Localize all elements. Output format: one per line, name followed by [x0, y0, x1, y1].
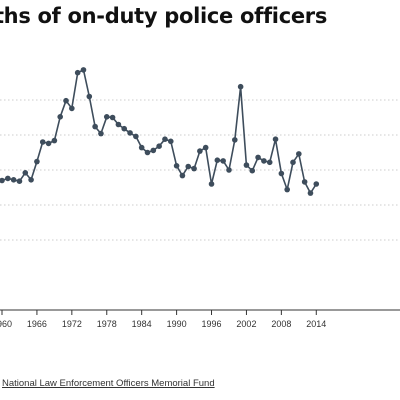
data-point [74, 69, 81, 76]
x-tick-label: 1990 [167, 319, 187, 329]
data-point [10, 177, 17, 183]
x-tick-label: 1978 [97, 319, 117, 329]
data-point [80, 67, 87, 73]
data-point [69, 105, 75, 112]
data-point [22, 170, 29, 176]
data-point [0, 177, 5, 184]
data-point [290, 159, 296, 166]
data-point [214, 157, 221, 163]
data-point [92, 123, 98, 130]
data-point [185, 163, 192, 170]
series-line [1, 69, 317, 194]
data-point [144, 149, 151, 156]
data-point [261, 158, 267, 164]
data-point [301, 179, 308, 185]
data-point [296, 151, 302, 157]
x-tick-label: 1966 [27, 319, 47, 329]
data-point [272, 136, 279, 142]
data-point [232, 137, 238, 143]
data-point [226, 167, 232, 173]
x-tick-label: 2008 [271, 319, 291, 329]
x-tick-label: 1984 [132, 319, 152, 329]
data-point [138, 144, 145, 151]
data-point [98, 130, 104, 137]
data-point [86, 93, 93, 100]
title-area: Deaths of on-duty police officers [0, 0, 400, 40]
data-point [208, 181, 215, 187]
data-point [57, 114, 63, 120]
data-point [5, 175, 11, 182]
x-tick-label: 2002 [236, 319, 256, 329]
data-point [179, 172, 186, 179]
data-point [266, 159, 273, 166]
x-tick-label: 1972 [62, 319, 82, 329]
data-point [162, 136, 168, 142]
data-point [243, 162, 250, 168]
data-point [173, 163, 180, 169]
data-point [156, 143, 162, 149]
chart-title: Deaths of on-duty police officers [0, 4, 328, 28]
data-point [51, 137, 58, 144]
data-point [307, 190, 314, 196]
x-tick-label: 1960 [0, 319, 12, 329]
series-polyline [1, 69, 317, 194]
data-point [284, 186, 290, 193]
data-point [115, 121, 122, 128]
data-point [150, 147, 157, 154]
data-point [191, 165, 197, 172]
data-point [16, 178, 23, 184]
data-point [28, 177, 34, 183]
data-point [197, 148, 203, 154]
series-points [0, 67, 320, 196]
data-point [220, 158, 226, 164]
data-point [167, 138, 174, 145]
data-point [109, 114, 116, 121]
data-point [45, 140, 52, 147]
data-point [313, 181, 320, 187]
x-axis: 1960 1966 1972 1978 1984 1990 1996 2002 2008 2014 [0, 309, 400, 329]
source-link[interactable]: National Law Enforcement Officers Memori… [2, 378, 215, 389]
data-point [278, 170, 285, 177]
data-point [34, 158, 40, 165]
data-point [249, 167, 256, 174]
data-point [202, 144, 209, 151]
data-point [121, 125, 128, 132]
gridlines [0, 99, 400, 241]
x-tick-label: 1996 [202, 319, 222, 329]
x-tick-label: 2014 [306, 319, 326, 329]
data-point [127, 130, 133, 136]
data-point [133, 133, 139, 140]
data-point [237, 83, 244, 90]
data-point [39, 139, 46, 145]
data-point [255, 154, 261, 161]
data-point [103, 114, 110, 120]
data-point [63, 97, 69, 104]
